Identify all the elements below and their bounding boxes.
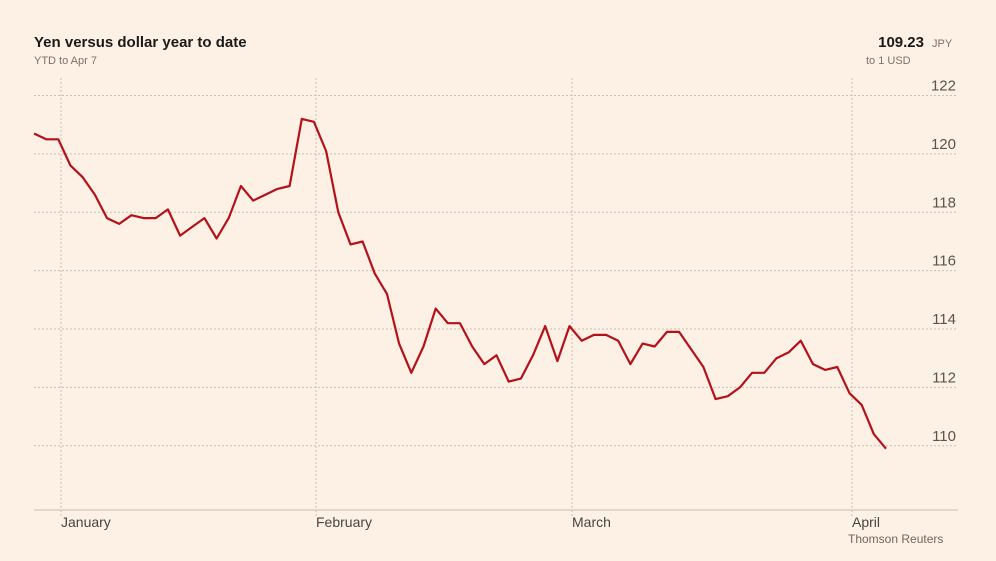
y-tick-label: 116 xyxy=(932,253,956,270)
x-tick-label: March xyxy=(572,514,611,530)
source-credit: Thomson Reuters xyxy=(848,532,944,546)
y-tick-label: 118 xyxy=(932,194,956,211)
chart-subtitle: YTD to Apr 7 xyxy=(34,55,97,67)
gridlines xyxy=(34,95,958,511)
series-line xyxy=(33,117,887,450)
latest-value: 109.23 xyxy=(878,34,924,51)
x-tick-label: January xyxy=(61,514,111,530)
y-tick-label: 122 xyxy=(931,78,956,95)
y-tick-labels: 110 112 114 116 118 120 122 xyxy=(931,78,956,445)
x-tick-label: February xyxy=(316,514,372,530)
y-tick-label: 120 xyxy=(931,136,956,153)
chart-title: Yen versus dollar year to date xyxy=(34,34,247,51)
y-tick-label: 114 xyxy=(932,311,956,328)
x-tick-label: April xyxy=(852,514,880,530)
x-gridlines xyxy=(60,78,853,518)
latest-unit: JPY xyxy=(932,38,953,50)
y-tick-label: 110 xyxy=(932,428,956,445)
y-tick-label: 112 xyxy=(932,369,956,386)
latest-unit-sub: to 1 USD xyxy=(866,55,911,67)
x-tick-labels: January February March April xyxy=(61,514,880,530)
